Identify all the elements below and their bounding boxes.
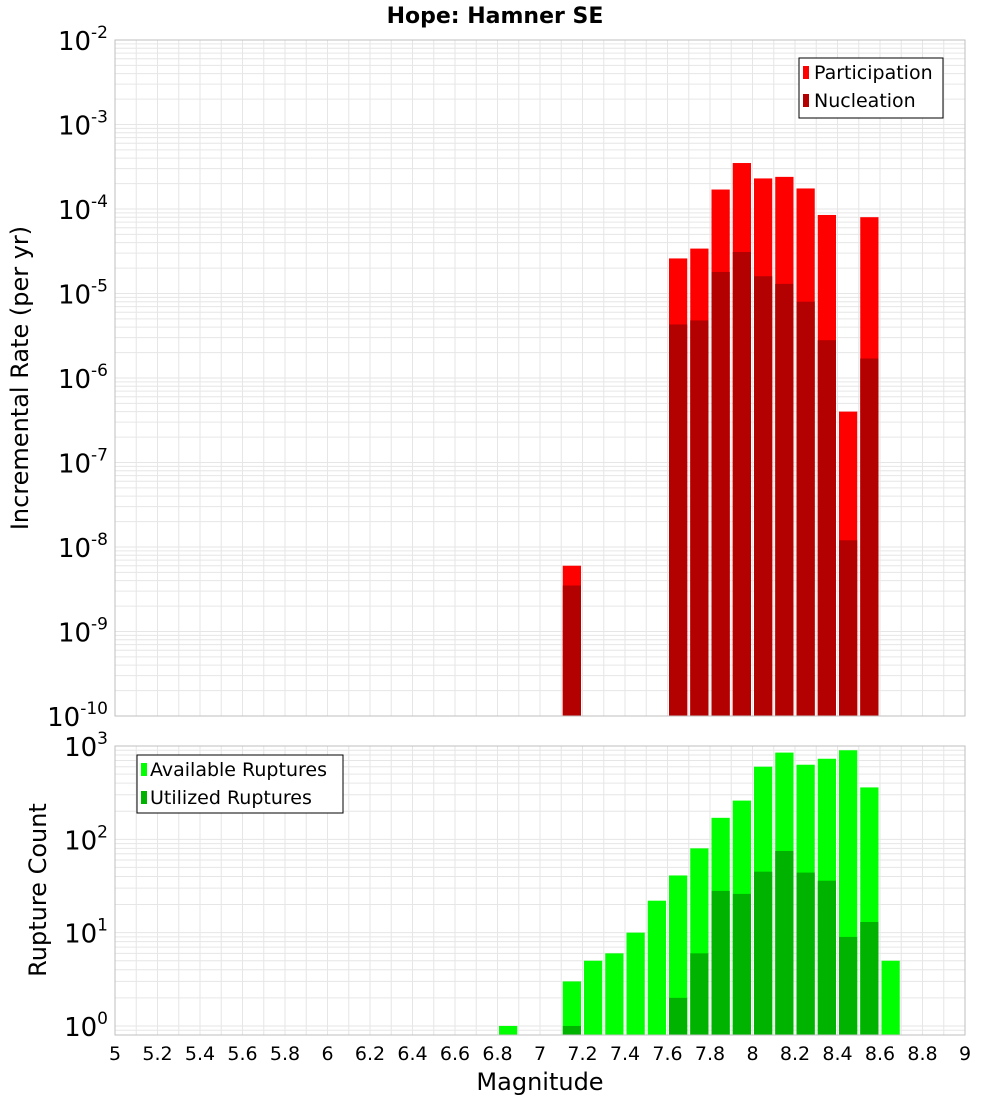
count-bar-series2 [817,880,836,1035]
rate-bar-series2 [711,271,730,716]
rate-bar-series2 [796,301,815,716]
count-legend: Available Ruptures Utilized Ruptures [136,754,344,814]
chart-title: Hope: Hamner SE [387,4,604,29]
rate-bar-series2 [669,324,688,716]
x-tick-label: 8.2 [780,1043,810,1065]
rate-y-axis-label: Incremental Rate (per yr) [6,226,34,530]
rate-plot-frame [114,39,966,717]
count-bar-series1 [626,932,645,1035]
legend-swatch-nucleation [803,94,809,107]
legend-label-nucleation: Nucleation [814,90,916,112]
count-bar-series2 [669,997,688,1035]
rate-y-tick-labels: 10-10 10-9 10-8 10-7 10-6 10-5 10-4 10-3 10-2 [47,23,108,733]
x-tick-label: 8.8 [907,1043,937,1065]
count-bar-series2 [754,871,773,1035]
count-bar-series1 [584,960,603,1035]
count-bar-series2 [775,850,794,1035]
legend-label-available: Available Ruptures [150,759,327,781]
count-y-tick-label: 101 [64,916,108,950]
count-y-tick-labels: 100 101 102 103 [64,729,108,1043]
count-bar-series1 [499,1025,518,1035]
rate-bars [562,163,879,717]
x-tick-label: 7.4 [610,1043,640,1065]
x-tick-label: 7.2 [567,1043,597,1065]
x-tick-label: 6 [321,1043,333,1065]
rate-legend: Participation Nucleation [798,57,944,119]
count-bar-series2 [839,936,858,1035]
rate-y-tick-label: 10-5 [58,277,108,311]
count-plot-frame [114,745,966,1036]
count-bar-series2 [711,890,730,1035]
rate-bar-series2 [754,276,773,716]
legend-label-participation: Participation [814,62,933,84]
count-bar-series1 [881,960,900,1035]
count-bar-series1 [669,875,688,1035]
x-axis-label: Magnitude [476,1068,603,1096]
x-tick-label: 6.2 [355,1043,385,1065]
rate-bar-series2 [732,251,751,717]
rate-panel: 10-10 10-9 10-8 10-7 10-6 10-5 10-4 10-3 10-2 In… [6,23,966,733]
rate-bar-series2 [775,283,794,716]
rate-y-tick-label: 10-8 [58,530,108,564]
x-tick-label: 5.2 [142,1043,172,1065]
rate-bar-series2 [860,358,879,716]
x-tick-label: 5.4 [185,1043,215,1065]
rate-y-tick-label: 10-7 [58,446,108,480]
count-y-tick-label: 103 [64,729,108,763]
rate-y-tick-label: 10-9 [58,615,108,649]
x-tick-label: 8.4 [822,1043,852,1065]
count-bar-series1 [605,953,624,1035]
count-panel: 100 101 102 103 Rupture Count Available Rup… [24,729,971,1096]
rate-bar-series2 [562,585,581,716]
x-tick-label: 5 [109,1043,121,1065]
count-bars [499,750,900,1035]
x-tick-label: 5.8 [270,1043,300,1065]
count-bar-series1 [647,900,666,1035]
count-y-axis-label: Rupture Count [24,803,52,977]
count-bar-series2 [732,893,751,1035]
rate-y-tick-label: 10-10 [47,699,108,733]
rate-y-tick-label: 10-2 [58,23,108,57]
legend-swatch-participation [803,66,809,79]
x-tick-label: 7.6 [652,1043,682,1065]
count-bar-series2 [690,953,709,1035]
x-tick-label: 8.6 [865,1043,895,1065]
x-tick-label: 6.8 [482,1043,512,1065]
rate-y-tick-label: 10-6 [58,361,108,395]
x-tick-label: 7.8 [695,1043,725,1065]
count-bar-series1 [562,981,581,1035]
x-tick-label: 6.4 [397,1043,427,1065]
rate-bar-series2 [817,340,836,716]
x-tick-label: 8 [746,1043,758,1065]
legend-label-utilized: Utilized Ruptures [150,787,312,809]
count-y-tick-label: 102 [64,822,108,856]
rate-y-tick-label: 10-4 [58,192,108,226]
x-tick-label: 5.6 [227,1043,257,1065]
legend-swatch-utilized [141,791,147,804]
count-bar-series2 [562,1025,581,1035]
rate-legend-box [798,57,944,119]
x-tick-label: 7 [534,1043,546,1065]
count-y-tick-label: 100 [64,1009,108,1043]
count-bar-series2 [860,922,879,1035]
count-legend-box [136,754,344,814]
x-tick-label: 9 [959,1043,971,1065]
x-tick-label: 6.6 [440,1043,470,1065]
rate-bar-series2 [839,540,858,716]
legend-swatch-available [141,763,147,776]
rate-bar-series2 [690,320,709,716]
rate-gridlines [114,39,966,717]
count-bar-series2 [796,872,815,1035]
x-tick-labels: 5 5.2 5.4 5.6 5.8 6 6.2 6.4 6.6 6.8 7 7.2 7.4 7.6 7.8 8… [109,1043,971,1065]
rate-y-tick-label: 10-3 [58,108,108,142]
